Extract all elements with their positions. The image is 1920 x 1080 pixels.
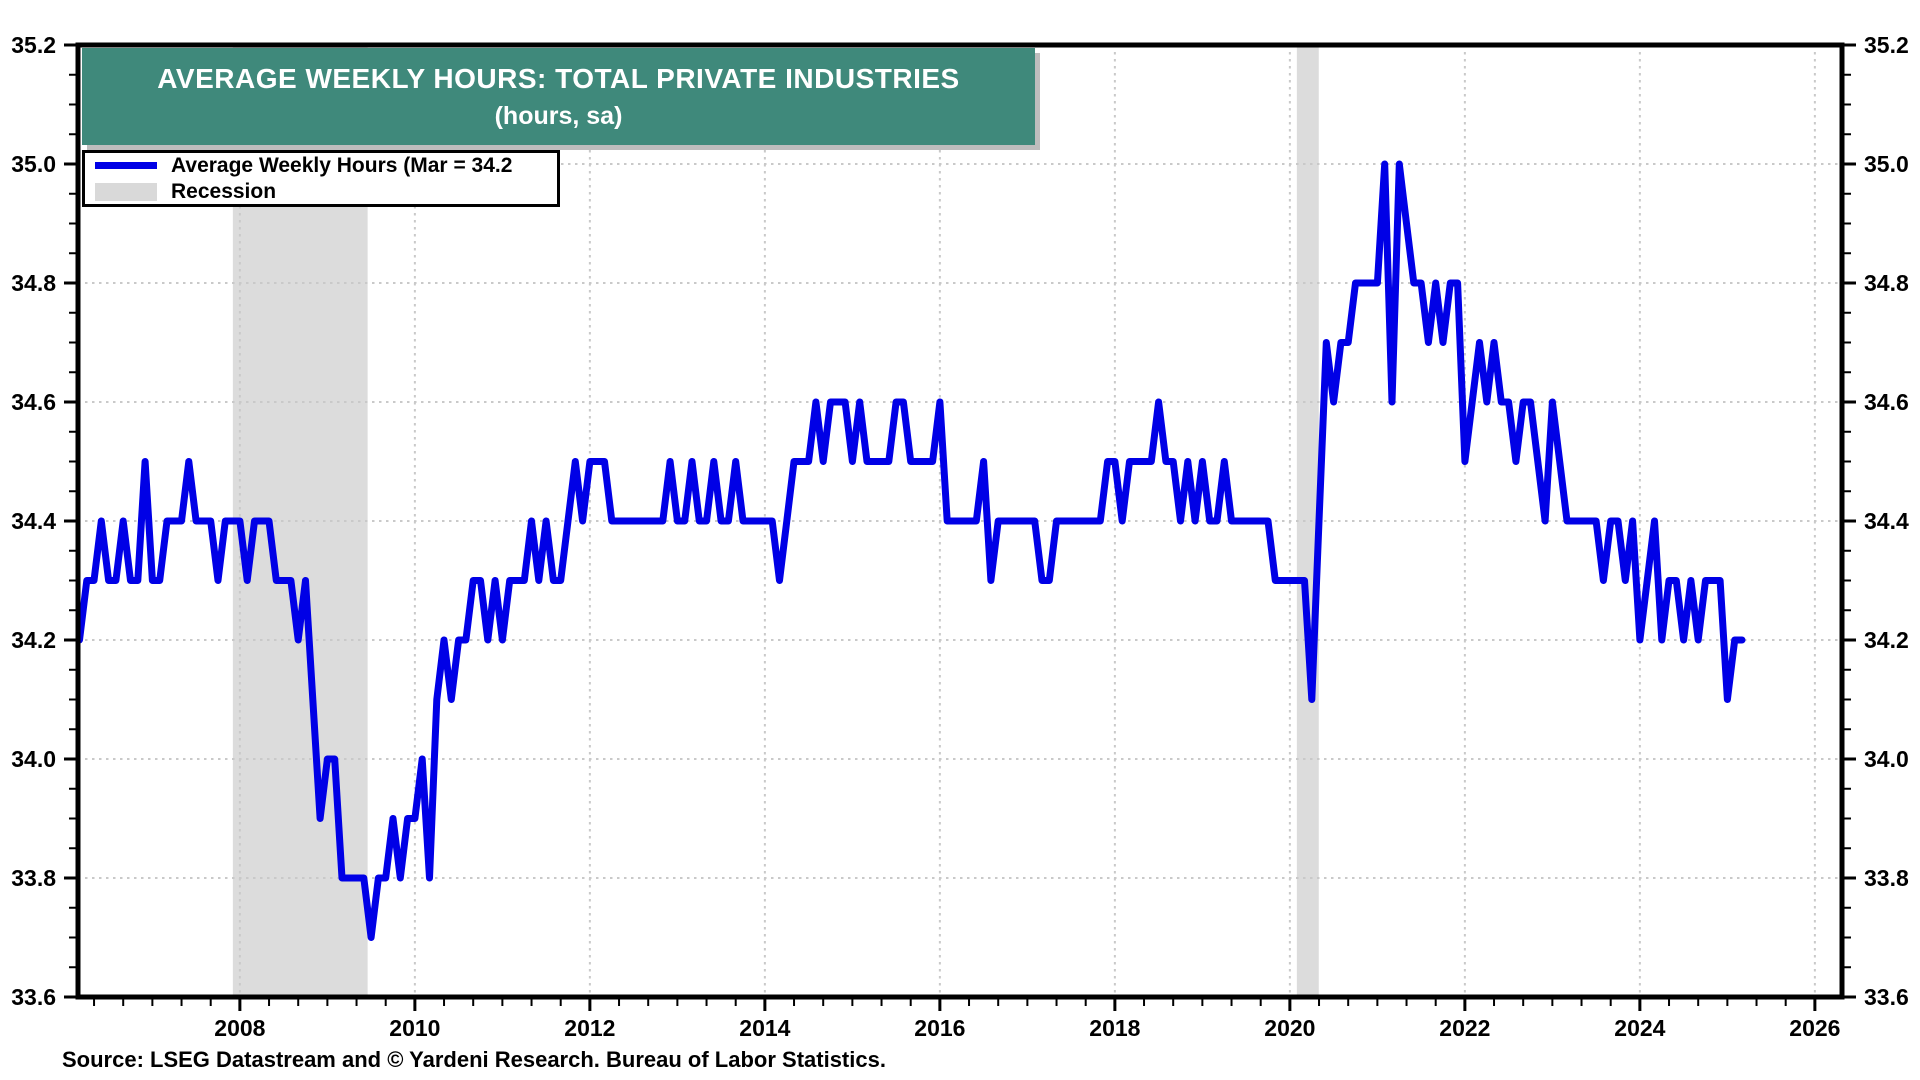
- y-axis-label-left: 34.2: [11, 627, 56, 653]
- y-axis-label-left: 33.8: [11, 865, 56, 891]
- y-axis-label-right: 33.6: [1864, 984, 1909, 1010]
- y-axis-label-left: 35.2: [11, 32, 56, 58]
- chart-title: AVERAGE WEEKLY HOURS: TOTAL PRIVATE INDU…: [157, 62, 960, 94]
- y-axis-label-left: 35.0: [11, 151, 56, 177]
- x-axis-label: 2012: [564, 1015, 615, 1041]
- y-axis-label-right: 34.6: [1864, 389, 1909, 415]
- series-line: [76, 160, 1746, 941]
- chart-title-box: AVERAGE WEEKLY HOURS: TOTAL PRIVATE INDU…: [82, 48, 1035, 145]
- series-legend-label: Average Weekly Hours (Mar = 34.2: [171, 153, 513, 177]
- y-axis-label-left: 33.6: [11, 984, 56, 1010]
- x-axis-label: 2016: [914, 1015, 965, 1041]
- x-axis-label: 2014: [739, 1015, 790, 1041]
- legend-row-recession: Recession: [95, 180, 547, 204]
- x-axis-label: 2008: [214, 1015, 265, 1041]
- series-line-swatch: [95, 162, 157, 169]
- source-note: Source: LSEG Datastream and © Yardeni Re…: [62, 1047, 886, 1072]
- x-axis-label: 2018: [1089, 1015, 1140, 1041]
- x-axis-label: 2026: [1789, 1015, 1840, 1041]
- y-axis-label-left: 34.8: [11, 270, 56, 296]
- x-axis-label: 2022: [1439, 1015, 1490, 1041]
- legend: Average Weekly Hours (Mar = 34.2 Recessi…: [82, 150, 560, 207]
- y-axis-label-left: 34.6: [11, 389, 56, 415]
- y-axis-label-right: 34.2: [1864, 627, 1909, 653]
- y-axis-label-right: 34.8: [1864, 270, 1909, 296]
- legend-row-series: Average Weekly Hours (Mar = 34.2: [95, 154, 547, 178]
- chart-subtitle: (hours, sa): [494, 101, 623, 130]
- y-axis-label-left: 34.4: [11, 508, 56, 534]
- x-axis-label: 2010: [389, 1015, 440, 1041]
- recession-legend-label: Recession: [171, 179, 277, 203]
- recession-band: [1296, 45, 1319, 997]
- y-axis-label-right: 34.4: [1864, 508, 1909, 534]
- y-axis-label-right: 35.0: [1864, 151, 1909, 177]
- y-axis-label-right: 34.0: [1864, 746, 1909, 772]
- x-axis-label: 2024: [1614, 1015, 1665, 1041]
- recession-swatch: [95, 182, 157, 201]
- y-axis-label-left: 34.0: [11, 746, 56, 772]
- x-axis-label: 2020: [1264, 1015, 1315, 1041]
- y-axis-label-right: 35.2: [1864, 32, 1909, 58]
- y-axis-label-right: 33.8: [1864, 865, 1909, 891]
